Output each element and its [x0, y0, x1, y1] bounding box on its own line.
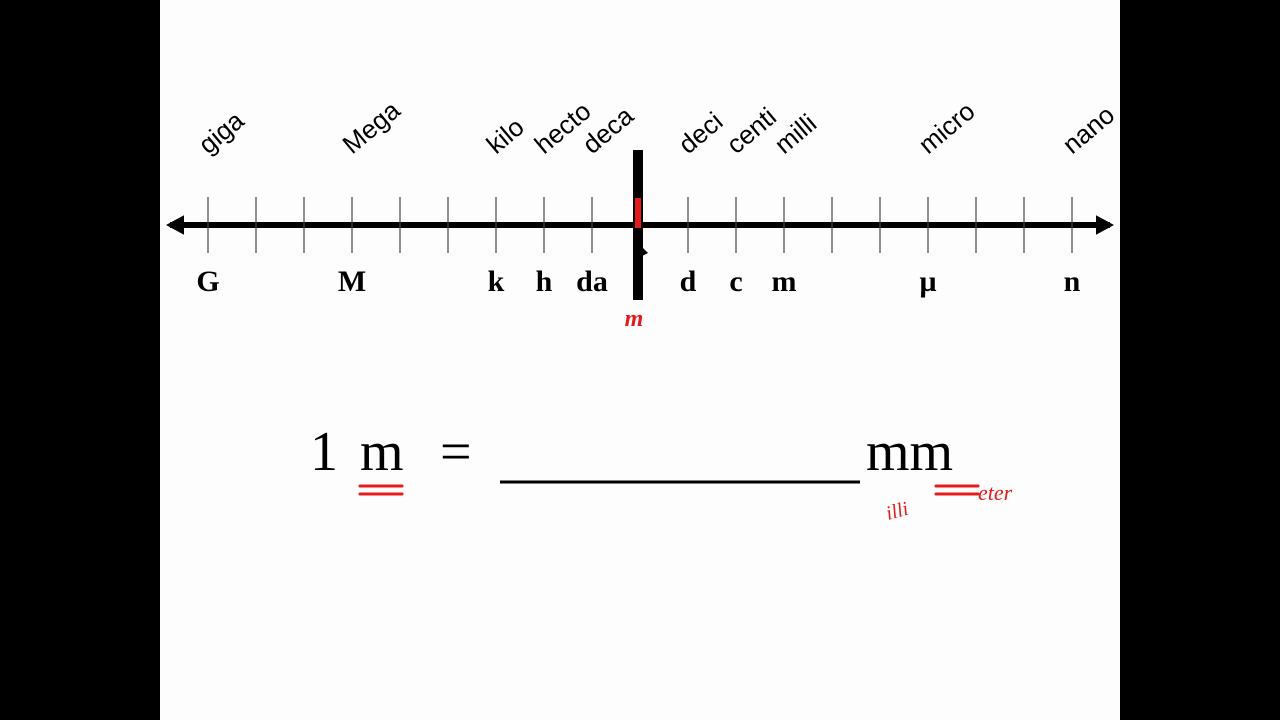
diagram-stage: gigaGMegaMkilokhectohdecadadecidcenticmi… [160, 0, 1120, 720]
eq-lhs-unit: m [360, 421, 404, 483]
prefix-name: centi [721, 101, 782, 159]
prefix-symbol: m [772, 265, 797, 298]
annotation-eter: eter [978, 480, 1013, 505]
prefix-name: nano [1057, 99, 1120, 159]
eq-rhs-unit: mm [866, 421, 953, 483]
eq-equals: = [440, 421, 472, 483]
prefix-name: deci [673, 106, 729, 160]
annotation-illi: illi [884, 498, 911, 525]
prefix-name: giga [193, 105, 250, 160]
svg-text:deci: deci [673, 106, 729, 160]
center-marker-highlight [635, 198, 641, 228]
prefix-symbol: h [536, 265, 553, 298]
prefix-name: milli [769, 108, 823, 160]
cursor-icon [640, 245, 648, 257]
svg-text:centi: centi [721, 101, 782, 159]
prefix-symbol: c [729, 265, 742, 298]
svg-text:milli: milli [769, 108, 823, 160]
arrow-right-icon [1096, 215, 1114, 235]
svg-text:illi: illi [884, 498, 911, 525]
svg-text:kilo: kilo [481, 112, 530, 160]
svg-text:micro: micro [913, 96, 981, 160]
eq-lhs-number: 1 [310, 421, 338, 483]
prefix-symbol: G [196, 265, 219, 298]
prefix-symbol: µ [919, 265, 936, 298]
prefix-symbol: n [1064, 265, 1081, 298]
prefix-name: micro [913, 96, 981, 160]
center-annotation: m [625, 306, 644, 332]
svg-text:nano: nano [1057, 99, 1120, 159]
prefix-name: Mega [337, 94, 407, 159]
prefix-symbol: M [338, 265, 366, 298]
diagram-svg: gigaGMegaMkilokhectohdecadadecidcenticmi… [160, 0, 1120, 720]
arrow-left-icon [166, 215, 184, 235]
prefix-symbol: k [488, 265, 505, 298]
prefix-symbol: d [680, 265, 697, 298]
prefix-symbol: da [576, 265, 608, 298]
svg-text:giga: giga [193, 105, 250, 160]
svg-text:Mega: Mega [337, 94, 407, 159]
prefix-name: kilo [481, 112, 530, 160]
